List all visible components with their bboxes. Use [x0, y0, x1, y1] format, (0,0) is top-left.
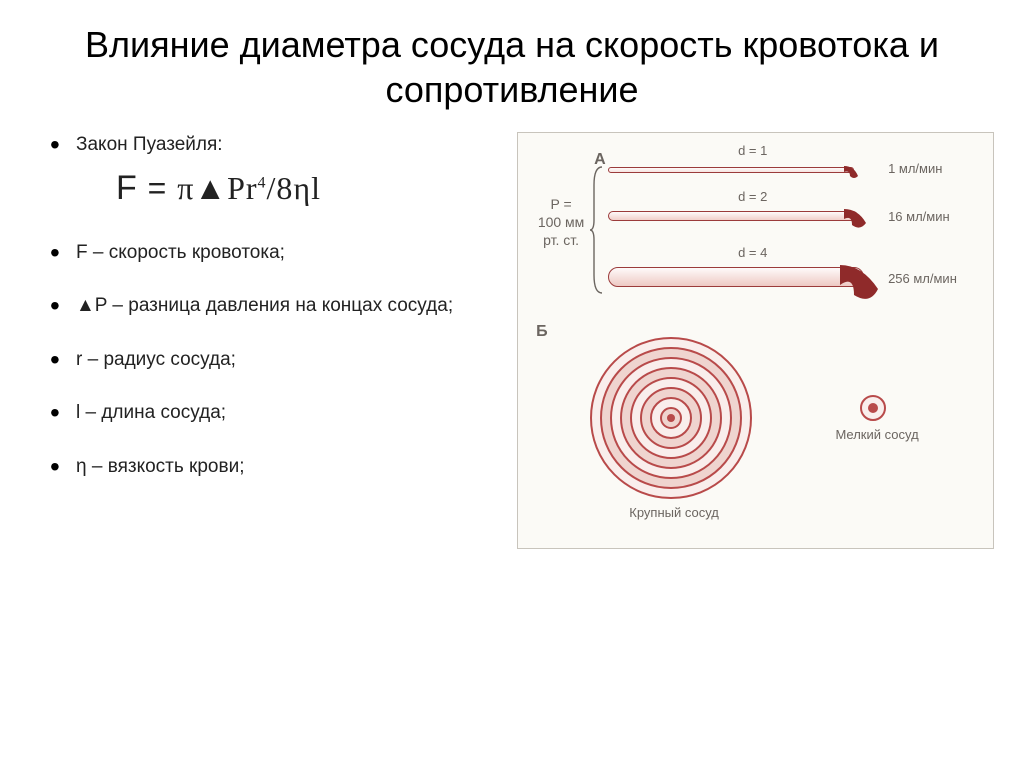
tube-3-d: d = 4 [738, 245, 767, 260]
formula-l: l [311, 170, 321, 206]
formula-tri: ▲ [194, 170, 227, 206]
tube-2: d = 2 16 мл/мин [608, 205, 918, 241]
panel-b: Б [536, 323, 975, 528]
bullet-f: F – скорость кровотока; [50, 240, 507, 266]
right-column: А P = 100 мм рт. ст. d = 1 [517, 132, 994, 549]
tube-2-rate: 16 мл/мин [888, 209, 950, 224]
content-row: Закон Пуазейля: F = π▲Pr4/8ηl F – скорос… [0, 122, 1024, 549]
tube-3-body [608, 267, 864, 287]
tubes-group: d = 1 1 мл/мин d = 2 16 [608, 159, 918, 335]
small-vessel-icon [858, 393, 888, 428]
bullet-list: Закон Пуазейля: F = π▲Pr4/8ηl F – скорос… [50, 132, 507, 480]
formula-P: P [227, 170, 246, 206]
formula-body: π▲Pr4/8ηl [177, 170, 321, 206]
tube-1-d: d = 1 [738, 143, 767, 158]
small-vessel-caption: Мелкий сосуд [832, 427, 922, 442]
panel-a: А P = 100 мм рт. ст. d = 1 [536, 147, 975, 317]
brace-icon [590, 165, 604, 295]
tube-3-spout-icon [840, 265, 882, 305]
formula-slash: /8 [267, 170, 294, 206]
bullet-law-text: Закон Пуазейля: [76, 134, 223, 155]
formula: F = π▲Pr4/8ηl [116, 166, 507, 212]
big-vessel-caption: Крупный сосуд [614, 505, 734, 520]
formula-pi: π [177, 170, 194, 206]
tube-2-body [608, 211, 858, 221]
figure-box: А P = 100 мм рт. ст. d = 1 [517, 132, 994, 549]
tube-3-rate: 256 мл/мин [888, 271, 957, 286]
page-title: Влияние диаметра сосуда на скорость кров… [0, 0, 1024, 122]
bullet-l: l – длина сосуда; [50, 400, 507, 426]
tube-2-d: d = 2 [738, 189, 767, 204]
formula-r: r [246, 170, 258, 206]
tube-2-spout-icon [844, 209, 868, 231]
tube-3: d = 4 256 мл/мин [608, 263, 918, 313]
formula-exp: 4 [258, 174, 267, 191]
panel-b-letter: Б [536, 323, 548, 341]
bullet-eta: η – вязкость крови; [50, 454, 507, 480]
formula-eta: η [293, 170, 311, 206]
tube-1-body [608, 167, 854, 173]
tube-1-spout-icon [844, 166, 860, 180]
formula-eq: = [148, 170, 168, 206]
tube-1-rate: 1 мл/мин [888, 161, 942, 176]
pressure-label: P = 100 мм рт. ст. [530, 195, 592, 250]
big-vessel-icon [586, 333, 756, 508]
bullet-law: Закон Пуазейля: F = π▲Pr4/8ηl [50, 132, 507, 212]
bullet-dp: ▲P – разница давления на концах сосуда; [50, 293, 507, 319]
tube-1: d = 1 1 мл/мин [608, 159, 918, 183]
bullet-r: r – радиус сосуда; [50, 347, 507, 373]
formula-F: F [116, 169, 138, 207]
left-column: Закон Пуазейля: F = π▲Pr4/8ηl F – скорос… [50, 132, 517, 549]
